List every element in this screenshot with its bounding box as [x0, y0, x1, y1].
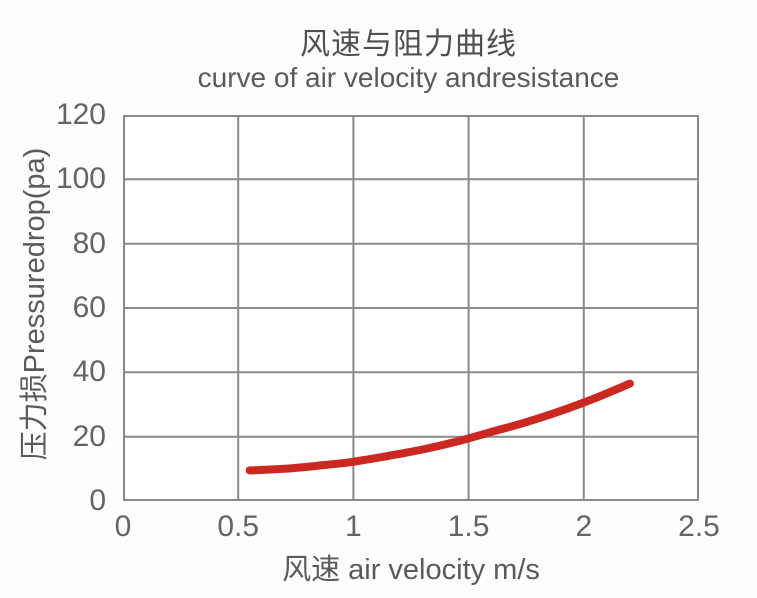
gridlines [123, 115, 699, 501]
y-tick-label: 20 [72, 419, 106, 453]
y-tick-label: 60 [72, 291, 106, 324]
y-tick-label: 40 [72, 355, 106, 389]
resistance-curve [245, 379, 634, 475]
chart-title-block: 风速与阻力曲线 curve of air velocity andresista… [60, 28, 757, 94]
y-tick-label: 80 [72, 226, 106, 260]
chart-title-zh: 风速与阻力曲线 [300, 28, 517, 61]
x-tick-label: 2.5 [678, 510, 720, 543]
y-tick-label: 120 [55, 98, 106, 131]
x-tick-label: 0 [114, 510, 132, 543]
y-tick-label: 0 [89, 484, 106, 517]
plot-area [123, 115, 699, 501]
x-tick-label: 1.5 [447, 510, 490, 543]
y-tick-label: 100 [55, 162, 106, 196]
x-tick-label: 1 [345, 510, 362, 543]
x-tick-label: 2 [575, 510, 593, 543]
plot-canvas [123, 115, 699, 501]
x-axis-label: 风速 air velocity m/s [282, 554, 540, 586]
x-tick-label: 0.5 [217, 510, 260, 543]
chart-title-en: curve of air velocity andresistance [197, 62, 620, 93]
plot-border [123, 115, 699, 501]
